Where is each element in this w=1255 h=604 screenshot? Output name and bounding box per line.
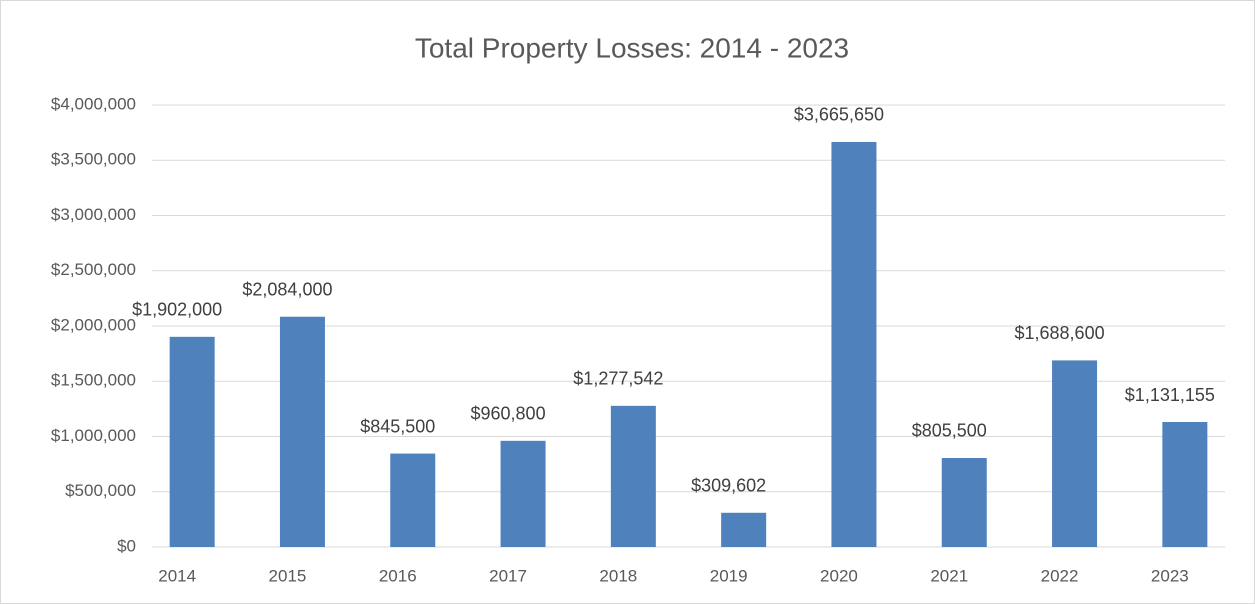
bar <box>610 405 656 547</box>
bar <box>721 512 767 547</box>
y-tick-label: $2,000,000 <box>51 315 136 334</box>
bar <box>500 440 546 547</box>
bar <box>941 457 987 547</box>
value-label: $3,665,650 <box>794 105 884 125</box>
bar <box>1162 422 1208 547</box>
x-tick-label: 2019 <box>710 566 748 585</box>
y-tick-label: $500,000 <box>65 481 136 500</box>
bar <box>831 141 877 547</box>
chart-title: Total Property Losses: 2014 - 2023 <box>415 32 849 63</box>
value-label: $309,602 <box>691 476 766 496</box>
value-label: $1,131,155 <box>1125 385 1215 405</box>
value-label: $2,084,000 <box>242 279 332 299</box>
y-tick-label: $1,000,000 <box>51 426 136 445</box>
value-label: $1,688,600 <box>1015 323 1105 343</box>
x-tick-label: 2022 <box>1041 566 1079 585</box>
x-tick-label: 2021 <box>930 566 968 585</box>
x-tick-label: 2020 <box>820 566 858 585</box>
x-tick-label: 2015 <box>269 566 307 585</box>
y-tick-label: $2,500,000 <box>51 260 136 279</box>
y-tick-label: $3,000,000 <box>51 205 136 224</box>
bar <box>169 336 215 547</box>
x-tick-label: 2014 <box>158 566 196 585</box>
x-tick-label: 2018 <box>599 566 637 585</box>
value-label: $845,500 <box>360 416 435 436</box>
y-tick-label: $3,500,000 <box>51 150 136 169</box>
x-tick-label: 2016 <box>379 566 417 585</box>
value-label: $960,800 <box>471 404 546 424</box>
value-label: $1,902,000 <box>132 300 222 320</box>
y-tick-label: $4,000,000 <box>51 94 136 113</box>
x-tick-label: 2017 <box>489 566 527 585</box>
y-tick-label: $0 <box>117 536 136 555</box>
bar <box>279 316 325 547</box>
x-tick-label: 2023 <box>1151 566 1189 585</box>
y-tick-label: $1,500,000 <box>51 371 136 390</box>
bar <box>390 453 436 547</box>
bar <box>1052 360 1098 547</box>
value-label: $1,277,542 <box>573 369 663 389</box>
value-label: $805,500 <box>912 421 987 441</box>
